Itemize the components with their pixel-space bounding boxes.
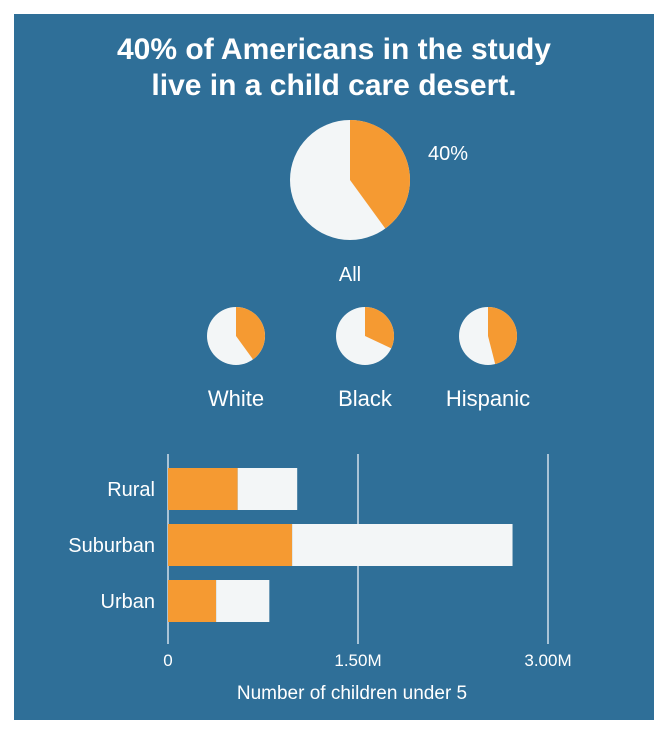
x-tick-label: 0: [163, 651, 172, 670]
bar-segment-base: [216, 580, 270, 622]
infographic-panel: 40% of Americans in the study live in a …: [14, 14, 654, 720]
title-line-2: live in a child care desert.: [151, 69, 517, 102]
pie-label: Hispanic: [446, 386, 530, 411]
category-label: Suburban: [68, 535, 155, 557]
pie-label: Black: [338, 386, 393, 411]
pie-black: Black: [336, 307, 395, 411]
bar-segment-highlight: [168, 524, 293, 566]
x-tick-label: 3.00M: [524, 651, 571, 670]
x-axis-label: Number of children under 5: [237, 683, 467, 704]
bar-chart: 0 1.50M 3.00M Rural Suburban Urban Number of c…: [68, 454, 572, 704]
pie-highlight-slice: [236, 307, 266, 360]
bar-segment-highlight: [168, 468, 238, 510]
pie-highlight-slice: [350, 120, 411, 229]
pie-highlight-slice: [365, 307, 395, 349]
category-label: Urban: [101, 591, 155, 613]
pie-highlight-slice: [488, 307, 518, 365]
pie-charts: All 40% White Black Hispanic: [207, 120, 530, 411]
bar-segment-highlight: [168, 580, 217, 622]
pie-value-label: 40%: [428, 143, 468, 165]
chart-title: 40% of Americans in the study live in a …: [14, 32, 654, 104]
pie-label: White: [208, 386, 264, 411]
pie-white: White: [207, 307, 266, 411]
pie-hispanic: Hispanic: [446, 307, 530, 411]
pie-all: All 40%: [290, 120, 468, 286]
category-label: Rural: [107, 479, 155, 501]
bar-segment-base: [237, 468, 298, 510]
title-line-1: 40% of Americans in the study: [116, 33, 551, 66]
x-tick-label: 1.50M: [334, 651, 381, 670]
pie-label: All: [339, 264, 361, 286]
bar-segment-base: [292, 524, 513, 566]
